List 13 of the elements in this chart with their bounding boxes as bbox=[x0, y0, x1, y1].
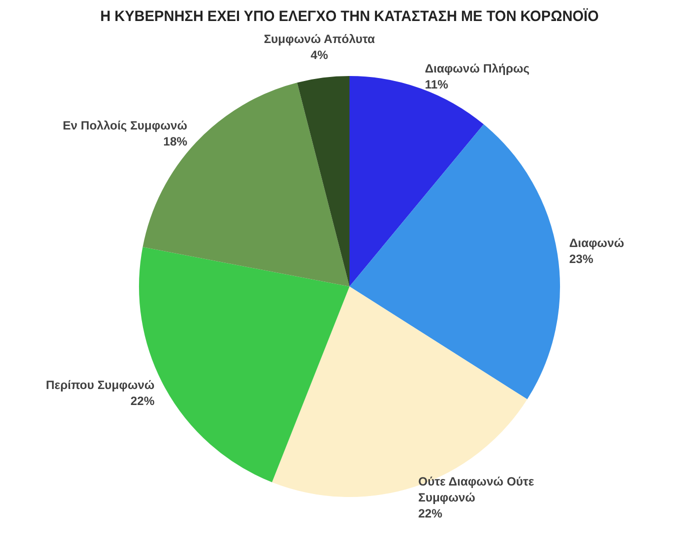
slice-label: Διαφωνώ bbox=[569, 236, 624, 250]
slice-label: Περίπου Συμφωνώ bbox=[46, 378, 155, 392]
slice-label: Συμφωνώ Απόλυτα bbox=[264, 32, 376, 46]
data-label: 18% bbox=[163, 134, 188, 148]
slice-label: Εν Πολλοίς Συμφωνώ bbox=[62, 118, 188, 132]
data-label: 22% bbox=[418, 506, 443, 520]
data-label: 11% bbox=[424, 77, 449, 92]
data-label: 4% bbox=[310, 48, 328, 62]
slice-label: Διαφωνώ Πλήρως bbox=[424, 61, 530, 76]
data-label: 22% bbox=[130, 394, 155, 408]
chart-title: Η ΚΥΒΕΡΝΗΣΗ ΕΧΕΙ ΥΠΟ ΕΛΕΓΧΟ ΤΗΝ ΚΑΤΑΣΤΑΣΗ ΜΕ ΤΟΝ ΚΟΡΩΝΟΪΟ bbox=[100, 8, 599, 26]
slice-label: Ούτε Διαφωνώ Ούτε Συμφωνώ bbox=[418, 474, 534, 504]
data-label: 23% bbox=[569, 252, 594, 266]
